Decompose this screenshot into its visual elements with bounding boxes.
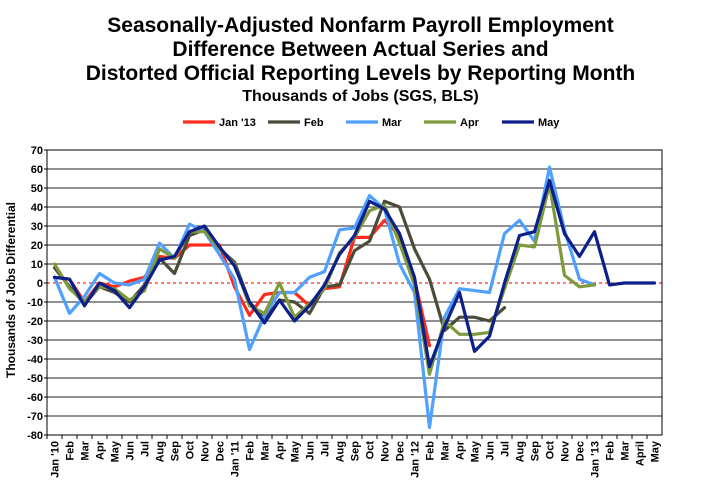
chart-title-line-1: Seasonally-Adjusted Nonfarm Payroll Empl… xyxy=(107,14,614,37)
legend-label: Jan '13 xyxy=(219,117,256,129)
x-tick-label: Sep xyxy=(350,441,362,461)
x-tick-label: Sep xyxy=(530,441,542,461)
x-tick-label: Aug xyxy=(155,441,167,462)
x-tick-label: Apr xyxy=(455,440,467,460)
x-tick-label: Apr xyxy=(95,440,107,460)
x-tick-label: Feb xyxy=(245,441,257,461)
x-tick-label: Jan '12 xyxy=(410,441,422,478)
x-tick-label: Jan '10 xyxy=(50,441,62,478)
series-line xyxy=(52,199,507,333)
legend-label: Mar xyxy=(382,117,402,129)
x-tick-label: Mar xyxy=(260,440,272,460)
y-tick-label: -30 xyxy=(27,335,43,347)
y-tick-label: -20 xyxy=(27,316,43,328)
y-tick-label: 70 xyxy=(31,145,43,157)
chart-title-line-2: Difference Between Actual Series and xyxy=(172,38,549,61)
x-tick-label: Nov xyxy=(380,440,392,462)
x-tick-label: Jun xyxy=(125,441,137,461)
x-tick-label: Dec xyxy=(575,441,587,461)
x-tick-label: Oct xyxy=(545,441,557,460)
y-tick-label: -80 xyxy=(27,430,43,442)
x-tick-label: Jan '11 xyxy=(230,441,242,477)
y-tick-label: 60 xyxy=(31,164,43,176)
series-line xyxy=(52,218,432,348)
x-tick-label: Jun xyxy=(485,441,497,461)
y-tick-label: -70 xyxy=(27,411,43,423)
x-tick-label: Aug xyxy=(515,441,527,462)
x-tick-label: Mar xyxy=(440,440,452,460)
y-tick-label: -10 xyxy=(27,297,43,309)
x-tick-label: Jan '13 xyxy=(590,441,602,478)
legend-label: May xyxy=(538,117,560,129)
y-tick-label: 10 xyxy=(31,259,43,271)
x-tick-label: May xyxy=(290,440,302,462)
x-tick-label: Oct xyxy=(185,441,197,460)
x-tick-label: May xyxy=(650,440,662,462)
legend-label: Feb xyxy=(304,117,324,129)
x-tick-label: Sep xyxy=(170,441,182,461)
series-line xyxy=(52,165,597,429)
y-tick-label: 20 xyxy=(31,240,43,252)
x-tick-label: Feb xyxy=(65,441,77,461)
x-tick-label: Jun xyxy=(305,441,317,461)
x-tick-label: Mar xyxy=(620,440,632,460)
x-tick-label: Jul xyxy=(140,441,152,457)
x-tick-label: Nov xyxy=(200,440,212,462)
chart-subtitle: Thousands of Jobs (SGS, BLS) xyxy=(242,88,479,105)
series-line xyxy=(52,178,657,369)
chart-titles: Seasonally-Adjusted Nonfarm Payroll Empl… xyxy=(0,14,721,107)
x-tick-label: Jul xyxy=(500,441,512,457)
y-tick-label: 30 xyxy=(31,221,43,233)
chart-tick-labels: 70 60 50 40 30 20 10 0 -10 -20 -30 -40 -50 -60 -70 -80 J… xyxy=(27,145,661,478)
x-tick-label: Apr xyxy=(275,440,287,460)
x-tick-label: April xyxy=(635,441,647,466)
y-axis-label: Thousands of Jobs Differential xyxy=(4,202,18,378)
x-tick-label: Feb xyxy=(425,441,437,461)
x-tick-label: Jul xyxy=(320,441,332,457)
x-tick-label: Feb xyxy=(605,441,617,461)
x-tick-label: Aug xyxy=(335,441,347,462)
x-tick-label: Dec xyxy=(395,441,407,461)
y-tick-label: -60 xyxy=(27,392,43,404)
chart-title-line-3: Distorted Official Reporting Levels by R… xyxy=(85,62,636,85)
x-tick-label: Dec xyxy=(215,441,227,461)
legend-label: Apr xyxy=(460,117,480,129)
x-tick-label: May xyxy=(110,440,122,462)
x-tick-label: Mar xyxy=(80,440,92,460)
y-tick-label: 50 xyxy=(31,183,43,195)
x-tick-label: Nov xyxy=(560,440,572,462)
x-tick-label: Oct xyxy=(365,441,377,460)
plot-frame xyxy=(46,149,663,436)
chart-legend: Jan '13 Feb Mar Apr May xyxy=(183,117,560,129)
chart-axes xyxy=(44,149,663,439)
y-tick-label: 0 xyxy=(37,278,43,290)
y-tick-label: 40 xyxy=(31,202,43,214)
y-tick-label: -50 xyxy=(27,373,43,385)
y-tick-label: -40 xyxy=(27,354,43,366)
chart-series xyxy=(52,165,657,429)
x-tick-label: May xyxy=(470,440,482,462)
